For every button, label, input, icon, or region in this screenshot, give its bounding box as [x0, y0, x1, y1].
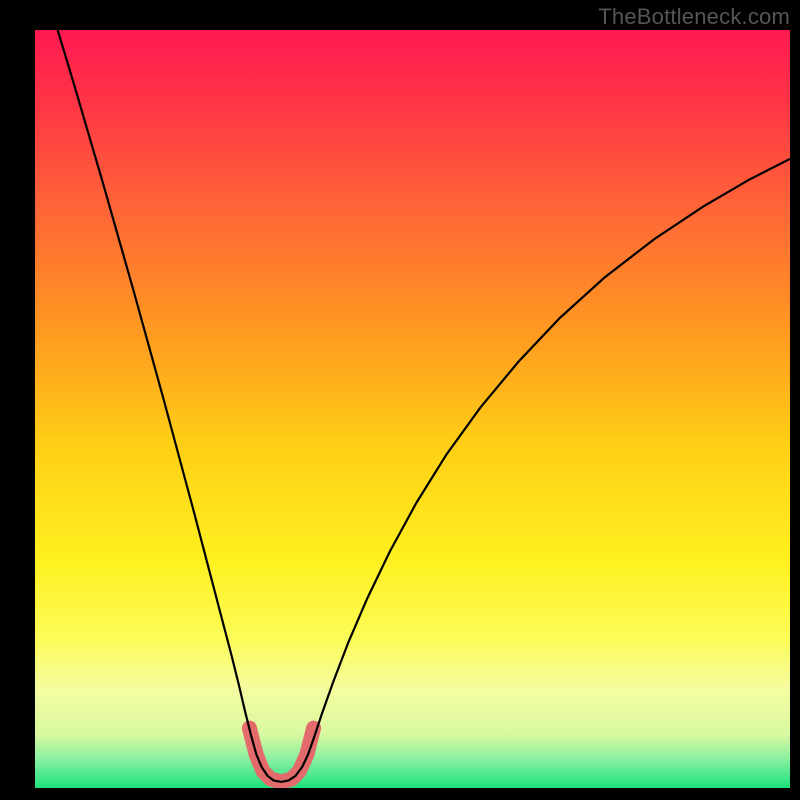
plot-svg — [35, 30, 790, 788]
watermark-text: TheBottleneck.com — [598, 4, 790, 30]
gradient-background — [35, 30, 790, 788]
chart-frame: TheBottleneck.com — [0, 0, 800, 800]
plot-area — [35, 30, 790, 788]
